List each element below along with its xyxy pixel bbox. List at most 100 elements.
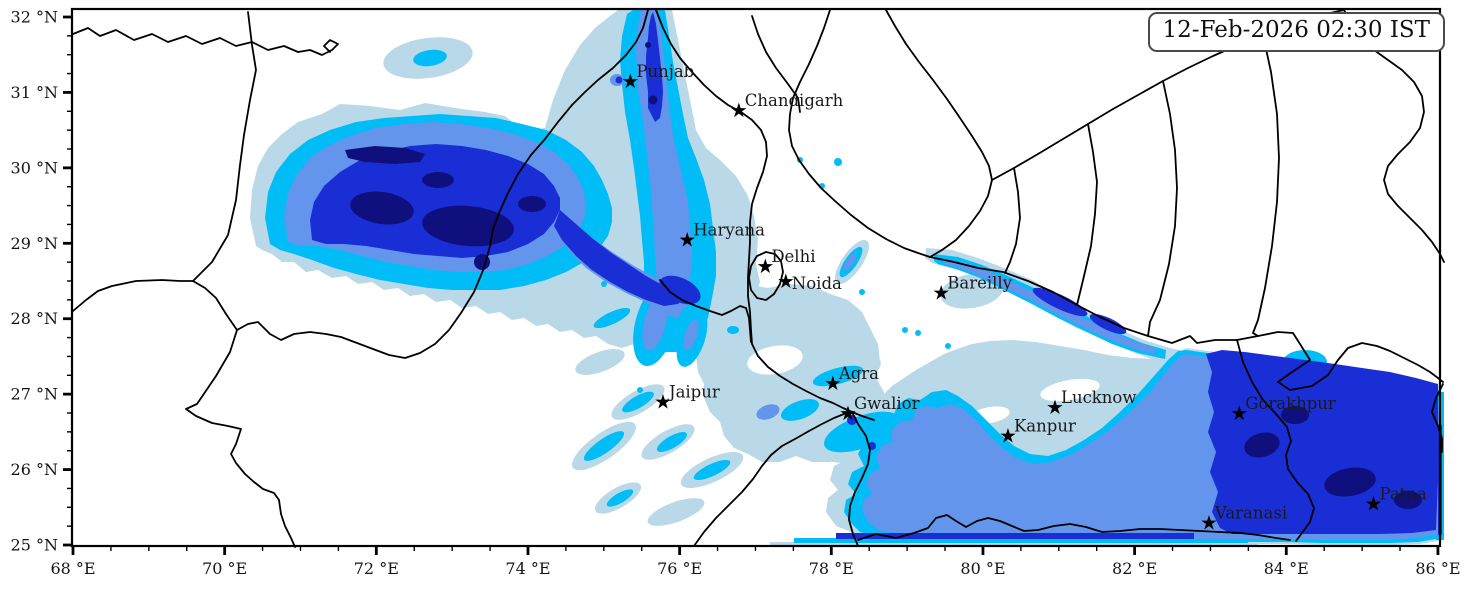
- cities-layer: ★Punjab★Chandigarh★Haryana★Delhi★Noida ★B…: [621, 62, 1427, 534]
- city-marker-bareilly: ★Bareilly: [932, 273, 1012, 304]
- city-label: Gorakhpur: [1245, 394, 1336, 413]
- fog-region: [615, 76, 623, 84]
- city-marker-agra: ★Agra: [824, 364, 879, 395]
- city-label: Chandigarh: [745, 91, 844, 110]
- fog-region: [780, 399, 820, 421]
- fog-region: [554, 210, 686, 306]
- y-tick-label: 30 °N: [11, 158, 58, 177]
- y-tick-label: 32 °N: [11, 8, 58, 27]
- state-boundary: [788, 9, 931, 258]
- province-boundary: [1004, 167, 1021, 274]
- fog-region: [647, 498, 705, 526]
- x-tick-label: 78 °E: [809, 559, 854, 578]
- city-marker-punjab: ★Punjab: [621, 62, 694, 93]
- clear-hole: [747, 345, 803, 375]
- state-boundary: [1431, 383, 1444, 453]
- fog-region: [646, 12, 663, 122]
- fog-region: [345, 146, 425, 164]
- fog-region: [843, 253, 857, 271]
- y-tick-label: 29 °N: [11, 234, 58, 253]
- state-boundary: [659, 279, 752, 343]
- axes-layer: 68 °E 70 °E 72 °E 74 °E 76 °E 78 °E 80 °E 82 °E…: [11, 8, 1461, 579]
- fog-region: [575, 349, 625, 375]
- fog-region: [834, 158, 842, 166]
- clear-hole: [1040, 378, 1100, 402]
- city-star-icon: ★: [678, 228, 696, 252]
- timestamp-text: 12-Feb-2026 02:30 IST: [1162, 17, 1430, 43]
- city-marker-jaipur: ★Jaipur: [654, 383, 720, 414]
- fog-region: [770, 542, 1258, 546]
- city-marker-noida: ★Noida: [777, 269, 842, 293]
- fog-region: [637, 387, 643, 393]
- fog-region: [422, 172, 454, 188]
- fog-region: [606, 489, 634, 507]
- city-star-icon: ★: [654, 390, 672, 414]
- fog-layer-very-dense: [345, 42, 1422, 509]
- x-tick-label: 76 °E: [657, 559, 702, 578]
- fog-region: [945, 343, 951, 349]
- city-star-icon: ★: [621, 69, 639, 93]
- city-star-icon: ★: [824, 371, 842, 395]
- x-tick-label: 82 °E: [1112, 559, 1157, 578]
- y-tick-label: 25 °N: [11, 536, 58, 555]
- international-boundary: [236, 9, 649, 359]
- fog-region: [859, 289, 865, 295]
- state-boundary: [751, 15, 801, 113]
- city-star-icon: ★: [1046, 395, 1064, 419]
- city-star-icon: ★: [777, 269, 795, 293]
- city-star-icon: ★: [1365, 492, 1383, 516]
- x-tick-label: 80 °E: [960, 559, 1005, 578]
- international-boundary: [185, 11, 296, 548]
- fog-region: [413, 49, 447, 67]
- city-marker-gwalior: ★Gwalior: [839, 394, 920, 425]
- fog-region: [696, 284, 886, 462]
- fog-region: [645, 42, 651, 48]
- city-label: Noida: [792, 274, 842, 293]
- city-marker-patna: ★Patna: [1365, 485, 1427, 516]
- y-tick-label: 27 °N: [11, 385, 58, 404]
- x-tick-label: 84 °E: [1264, 559, 1309, 578]
- city-label: Lucknow: [1061, 388, 1137, 407]
- city-label: Gwalior: [854, 394, 920, 413]
- city-marker-chandigarh: ★Chandigarh: [730, 91, 844, 122]
- international-boundary: [929, 256, 1444, 391]
- fog-region: [518, 196, 546, 212]
- city-label: Patna: [1379, 485, 1426, 504]
- state-boundary: [1236, 339, 1315, 542]
- fog-region: [824, 411, 900, 453]
- fog-region: [944, 259, 1156, 354]
- fog-region: [642, 295, 668, 351]
- city-star-icon: ★: [730, 98, 748, 122]
- x-tick-label: 74 °E: [505, 559, 550, 578]
- city-label: Jaipur: [667, 383, 720, 402]
- city-marker-kanpur: ★Kanpur: [999, 417, 1076, 448]
- city-star-icon: ★: [1200, 510, 1218, 534]
- fog-region: [902, 327, 908, 333]
- fog-region: [940, 273, 1004, 309]
- city-marker-lucknow: ★Lucknow: [1046, 388, 1136, 419]
- state-boundary: [748, 251, 784, 301]
- x-tick-label: 70 °E: [202, 559, 247, 578]
- city-label: Bareilly: [947, 273, 1012, 292]
- fog-region: [656, 432, 688, 452]
- fog-region: [648, 95, 658, 105]
- admin-boundaries: [72, 9, 1445, 548]
- y-tick-label: 28 °N: [11, 309, 58, 328]
- fog-region: [915, 330, 921, 336]
- state-boundary: [1343, 9, 1445, 263]
- city-label: Punjab: [636, 62, 694, 81]
- city-label: Varanasi: [1214, 503, 1287, 522]
- state-boundary: [655, 9, 875, 421]
- state-boundary: [693, 411, 853, 547]
- fog-region: [583, 431, 625, 461]
- city-marker-varanasi: ★Varanasi: [1200, 503, 1287, 534]
- fog-region: [622, 391, 654, 413]
- fog-region: [1281, 406, 1309, 424]
- state-boundary: [72, 279, 194, 312]
- state-boundary: [848, 411, 871, 547]
- fog-region: [812, 365, 864, 387]
- fog-region: [683, 319, 699, 351]
- fog-region: [836, 533, 1194, 539]
- fog-region: [1394, 491, 1422, 509]
